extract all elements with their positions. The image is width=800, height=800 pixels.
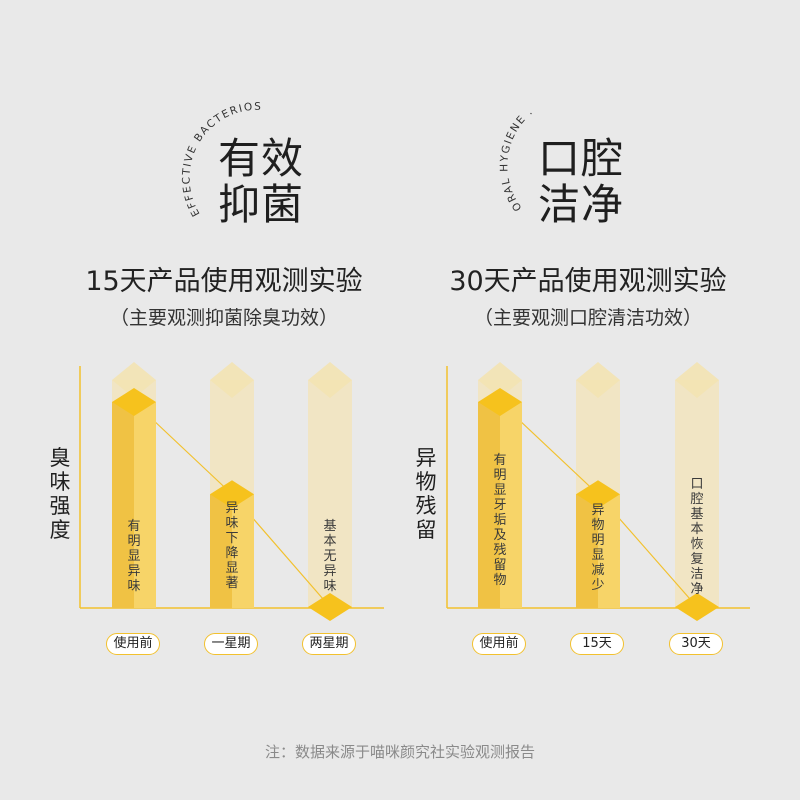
bar-bg-cap-1-1 <box>576 362 620 398</box>
bar-right-1-1 <box>598 494 620 608</box>
bar-annotation-1-2: 口腔基本恢复洁净 <box>690 477 703 597</box>
bar-right-0-0 <box>134 402 156 608</box>
bar-left-1-1 <box>576 494 598 608</box>
bar-bg-0-2 <box>308 380 352 608</box>
bar-right-0-1 <box>232 494 254 608</box>
badge-title-right-line2: 洁净 <box>538 180 625 229</box>
footnote: 注：数据来源于喵咪颜究社实验观测报告 <box>264 743 535 761</box>
x-tick-label-1-2: 30天 <box>669 633 723 655</box>
x-tick-label-0-2: 两星期 <box>302 633 356 655</box>
badge-title-right-line1: 口腔 <box>538 134 625 183</box>
bar-right-1-0 <box>500 402 522 608</box>
chart-title-left: 15天产品使用观测实验 <box>85 266 363 297</box>
bar-marker-1-1 <box>576 480 620 509</box>
bar-marker-0-0 <box>112 388 156 416</box>
bar-left-0-0 <box>112 402 134 608</box>
chart-subtitle-right: （主要观测口腔清洁功效） <box>473 307 702 329</box>
bar-marker-1-2 <box>675 593 719 621</box>
badge-title-left-line1: 有效 <box>218 134 305 183</box>
bar-annotation-1-1: 异物明显减少 <box>591 503 604 593</box>
bar-bg-cap-0-2 <box>308 362 352 398</box>
badge-title-right: 口腔 洁净 <box>538 136 624 228</box>
bar-marker-0-1 <box>210 480 254 509</box>
bar-marker-0-2 <box>308 593 352 621</box>
badge-title-left: 有效 抑菌 <box>218 136 304 228</box>
bar-bg-cap-0-0 <box>112 362 156 398</box>
bar-bg-cap-0-1 <box>210 362 254 398</box>
bar-bg-cap-1-2 <box>675 362 719 398</box>
bar-annotation-0-1: 异味下降显著 <box>225 501 238 591</box>
chart-ylabel-right: 异物残留 <box>415 446 437 542</box>
x-tick-label-0-1: 一星期 <box>204 633 258 655</box>
bar-bg-cap-1-0 <box>478 362 522 398</box>
bar-annotation-0-2: 基本无异味 <box>323 519 336 594</box>
bar-bg-1-2 <box>675 380 719 608</box>
badge-title-left-line2: 抑菌 <box>218 180 305 229</box>
x-tick-label-1-0: 使用前 <box>472 633 526 655</box>
x-tick-label-1-1: 15天 <box>570 633 624 655</box>
bar-annotation-0-0: 有明显异味 <box>127 519 140 594</box>
bar-left-1-0 <box>478 402 500 608</box>
x-tick-label-0-0: 使用前 <box>106 633 160 655</box>
bar-marker-1-0 <box>478 388 522 416</box>
chart-title-right: 30天产品使用观测实验 <box>449 266 727 297</box>
bar-annotation-1-0: 有明显牙垢及残留物 <box>493 453 506 588</box>
bar-left-0-1 <box>210 494 232 608</box>
chart-subtitle-left: （主要观测抑菌除臭功效） <box>109 307 338 329</box>
chart-ylabel-left: 臭味强度 <box>49 446 71 542</box>
